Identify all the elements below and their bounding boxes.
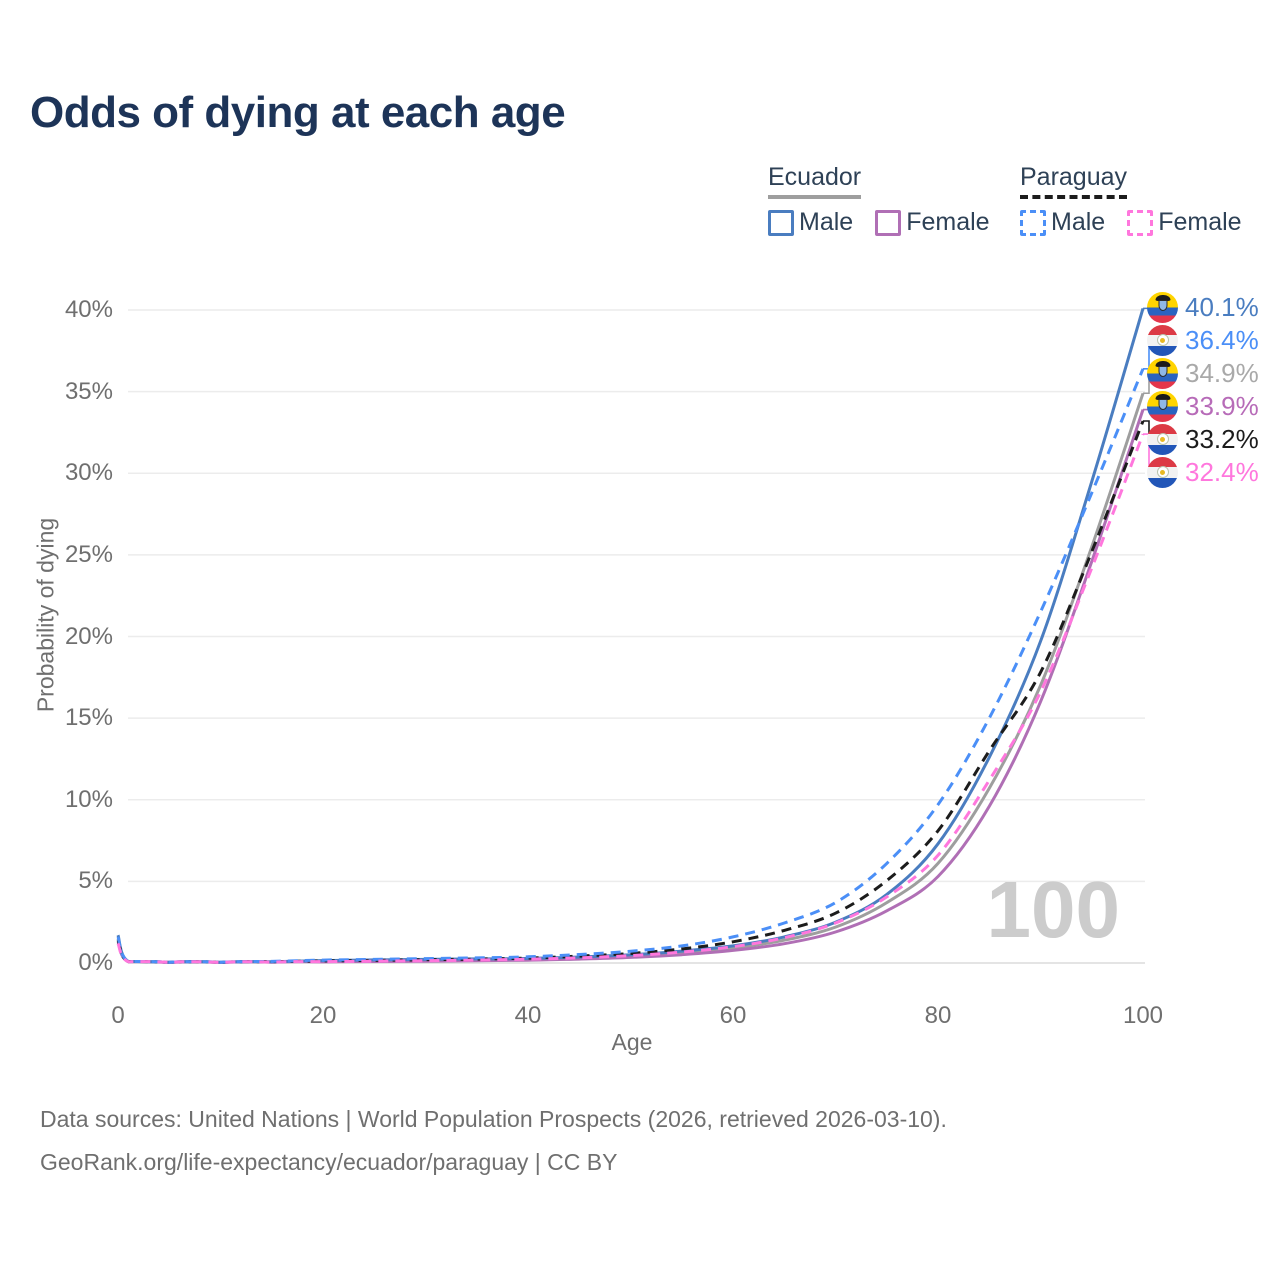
y-tick-label: 25% (64, 540, 113, 568)
ecuador-flag-icon (1147, 357, 1178, 389)
ecuador-flag-icon (1147, 390, 1178, 422)
x-tick-label: 0 (111, 1002, 125, 1029)
legend-country-ecuador[interactable]: Ecuador (768, 163, 862, 199)
ecuador-flag-icon (1147, 291, 1178, 323)
end-label-paraguay-male[interactable]: 36.4% (1147, 324, 1259, 356)
series-end-value: 32.4% (1185, 457, 1259, 487)
x-tick-label: 40 (514, 1002, 542, 1029)
paraguay-female-swatch-icon (1127, 209, 1154, 236)
footer-data-sources: Data sources: United Nations | World Pop… (40, 1106, 947, 1132)
legend-group-ecuador: Ecuador Male Female (768, 163, 990, 237)
x-tick-label: 20 (309, 1002, 337, 1029)
footer: Data sources: United Nations | World Pop… (40, 1106, 947, 1192)
series-end-value: 33.9% (1185, 391, 1259, 421)
legend-group-paraguay: Paraguay Male Female (1020, 163, 1242, 237)
series-line-paraguay-female[interactable] (116, 433, 1145, 965)
y-tick-label: 10% (64, 785, 113, 813)
paraguay-male-swatch-icon (1020, 209, 1046, 236)
age-counter-watermark: 100 (986, 865, 1120, 954)
series-end-value: 40.1% (1185, 292, 1259, 322)
legend-item-ecuador-female[interactable]: Female (875, 208, 990, 237)
end-label-ecuador-female[interactable]: 33.9% (1147, 390, 1259, 422)
legend-item-paraguay-male[interactable]: Male (1020, 208, 1105, 237)
footer-attribution: GeoRank.org/life-expectancy/ecuador/para… (40, 1149, 618, 1175)
paraguay-flag-icon (1147, 324, 1178, 356)
ecuador-female-swatch-icon (875, 209, 902, 236)
y-tick-label: 20% (64, 622, 113, 650)
x-axis-title: Age (611, 1029, 653, 1055)
legend-label: Male (799, 208, 854, 236)
series-end-value: 33.2% (1185, 424, 1259, 454)
x-tick-label: 60 (719, 1002, 747, 1029)
y-tick-label: 0% (78, 949, 113, 976)
end-label-paraguay-female[interactable]: 32.4% (1147, 456, 1259, 488)
series-end-value: 36.4% (1185, 325, 1259, 355)
end-label-paraguay[interactable]: 33.2% (1147, 423, 1259, 455)
chart-title: Odds of dying at each age (30, 88, 566, 137)
legend-label: Female (906, 208, 990, 236)
x-tick-label: 80 (924, 1002, 952, 1029)
y-tick-label: 5% (78, 867, 113, 895)
y-axis-title: Probability of dying (32, 517, 59, 713)
x-tick-label: 100 (1122, 1002, 1164, 1029)
end-label-ecuador-male[interactable]: 40.1% (1147, 291, 1259, 323)
end-label-ecuador[interactable]: 34.9% (1147, 357, 1259, 389)
legend-country-paraguay[interactable]: Paraguay (1020, 163, 1128, 199)
legend-label: Male (1051, 208, 1106, 236)
legend-item-ecuador-male[interactable]: Male (768, 208, 853, 237)
y-tick-label: 30% (64, 459, 113, 487)
y-tick-label: 15% (64, 704, 113, 732)
paraguay-flag-icon (1147, 423, 1178, 455)
y-tick-label: 35% (64, 377, 113, 405)
legend-item-paraguay-female[interactable]: Female (1127, 208, 1242, 237)
paraguay-flag-icon (1147, 456, 1178, 488)
y-tick-label: 40% (64, 296, 113, 323)
ecuador-male-swatch-icon (768, 209, 794, 236)
legend-label: Female (1158, 208, 1242, 236)
series-end-value: 34.9% (1185, 358, 1259, 388)
